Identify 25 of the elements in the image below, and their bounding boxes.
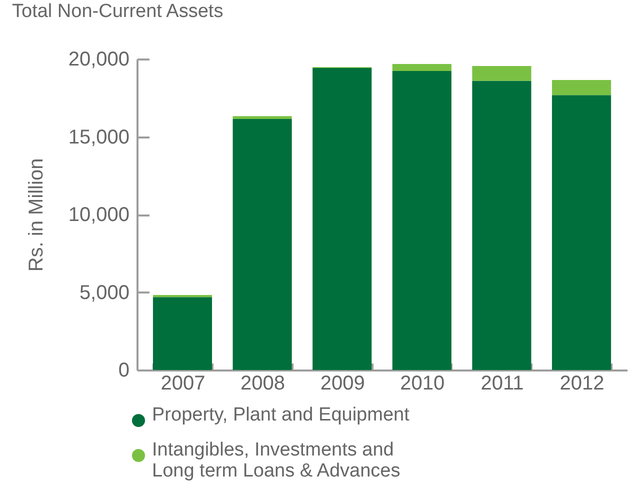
legend-label: Property, Plant and Equipment [152, 404, 410, 426]
bar [392, 70, 452, 370]
x-tick-label: 2011 [480, 372, 524, 394]
bar [392, 64, 452, 71]
x-tick-label: 2009 [320, 372, 365, 394]
y-tick-label: 20,000 [68, 48, 130, 70]
bar [472, 80, 532, 370]
bar [152, 297, 212, 370]
bar [312, 68, 372, 370]
bar [232, 119, 292, 370]
x-tick-label: 2010 [400, 372, 445, 394]
bar [552, 95, 612, 370]
y-axis-title: Rs. in Million [25, 158, 48, 272]
x-tick-label: 2008 [240, 372, 286, 394]
chart-title: Total Non-Current Assets [12, 1, 224, 22]
y-tick-label: 10,000 [68, 204, 130, 226]
y-tick-label: 0 [118, 360, 130, 382]
y-tick-label: 5,000 [79, 282, 130, 304]
bar [552, 80, 612, 96]
legend-label: Intangibles, Investments and Long term Loans & Advances [152, 440, 400, 482]
y-tick-label: 15,000 [68, 126, 130, 148]
x-tick-label: 2012 [560, 372, 604, 394]
bar [472, 66, 532, 81]
bar [232, 116, 292, 120]
x-tick-label: 2007 [160, 372, 206, 394]
